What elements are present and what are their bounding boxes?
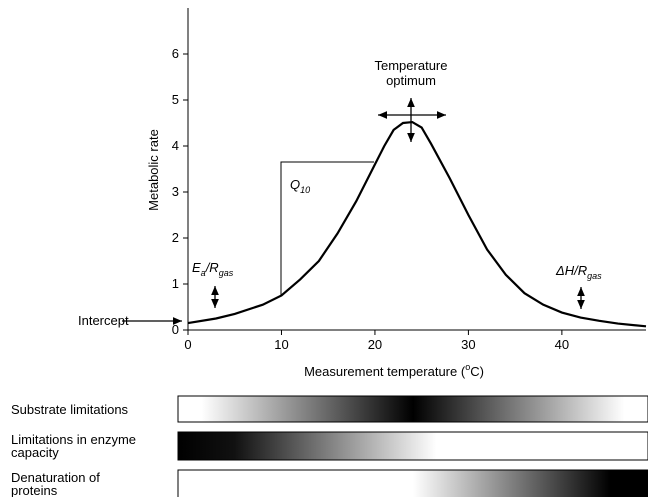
y-tick-label: 4 (172, 138, 179, 153)
x-axis-label: Measurement temperature ( (304, 364, 466, 379)
annotation: Q (290, 177, 300, 192)
annotation: Q10 (290, 177, 310, 195)
constraint-label: Substrate limitations (11, 402, 129, 417)
x-axis-label: o (465, 362, 470, 372)
annotation: E (192, 260, 201, 275)
annotation: optimum (386, 73, 436, 88)
annotation: Temperature optimum (375, 58, 448, 88)
x-tick-label: 10 (274, 337, 288, 352)
arrows (122, 98, 585, 325)
annotation: ΔH/Rgas (555, 263, 602, 281)
constraint-label: Denaturation of proteins (11, 470, 100, 497)
curve (187, 120, 647, 328)
constraint-bar (177, 395, 648, 423)
x-tick-label: 20 (368, 337, 382, 352)
x-tick-label: 0 (184, 337, 191, 352)
x-axis-label: Measurement temperature (oC) (304, 362, 484, 379)
annotation: /R (205, 260, 219, 275)
y-tick-label: 0 (172, 322, 179, 337)
annotation: Ea/Rgas (192, 260, 234, 278)
annotation: gas (219, 268, 234, 278)
constraint-label: Limitations in enzyme capacity (11, 432, 136, 460)
annotation: gas (587, 271, 602, 281)
x-tick-label: 30 (461, 337, 475, 352)
annotation: Temperature (375, 58, 448, 73)
constraint-bar (177, 469, 648, 497)
q10-box (280, 161, 374, 295)
annotation: a (201, 268, 206, 278)
y-tick-label: 6 (172, 46, 179, 61)
y-axis-label: Metabolic rate (146, 129, 161, 211)
annotation: Intercept (78, 313, 129, 328)
annotation: 10 (300, 185, 310, 195)
annotation: ΔH/R (555, 263, 587, 278)
y-tick-label: 5 (172, 92, 179, 107)
y-tick-label: 3 (172, 184, 179, 199)
y-tick-label: 2 (172, 230, 179, 245)
y-tick-label: 1 (172, 276, 179, 291)
x-tick-label: 40 (555, 337, 569, 352)
x-axis-label: C) (470, 364, 484, 379)
constraint-bar (177, 431, 648, 461)
